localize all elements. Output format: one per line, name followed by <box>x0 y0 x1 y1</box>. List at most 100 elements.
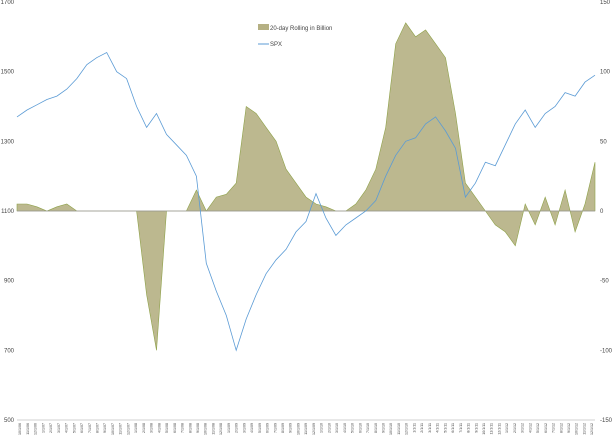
x-tick-label: 2/1/12 <box>513 423 517 433</box>
x-tick-label: 12/1/06 <box>34 423 38 435</box>
x-tick-label: 4/1/07 <box>65 423 69 433</box>
x-tick-label: 10/1/11 <box>482 423 486 435</box>
x-tick-label: 7/1/11 <box>459 423 463 433</box>
x-tick-label: 12/1/07 <box>126 423 130 435</box>
x-tick-label: 1/1/09 <box>227 423 231 433</box>
x-tick-label: 6/1/09 <box>266 423 270 433</box>
x-tick-label: 1/1/10 <box>320 423 324 433</box>
x-tick-label: 8/1/09 <box>281 423 285 433</box>
x-tick-label: 11/1/07 <box>119 423 123 435</box>
x-tick-label: 3/1/11 <box>428 423 432 433</box>
x-tick-label: 11/1/09 <box>304 423 308 435</box>
x-tick-label: 10/1/06 <box>18 423 22 435</box>
x-tick-label: 9/1/10 <box>382 423 386 433</box>
left-tick-label: 1100 <box>1 209 15 215</box>
x-tick-label: 2/1/09 <box>235 423 239 433</box>
right-tick-label: 100 <box>600 70 611 76</box>
x-tick-label: 10/1/10 <box>389 423 393 435</box>
x-tick-label: 11/1/06 <box>26 423 30 435</box>
x-axis: 10/1/06 11/1/06 12/1/06 1/1/07 2/1/07 3/1/07 4… <box>18 423 594 435</box>
left-tick-label: 1500 <box>1 70 15 76</box>
left-tick-label: 700 <box>4 348 15 354</box>
right-tick-label: 0 <box>600 209 604 215</box>
x-tick-label: 3/1/07 <box>57 423 61 433</box>
x-tick-label: 11/1/10 <box>397 423 401 435</box>
x-tick-label: 9/1/11 <box>474 423 478 433</box>
x-tick-label: 8/1/11 <box>467 423 471 433</box>
x-tick-label: 7/1/12 <box>552 423 556 433</box>
x-tick-label: 12/1/12 <box>590 423 594 435</box>
flow-area-layer <box>16 22 596 351</box>
x-tick-label: 2/1/07 <box>49 423 53 433</box>
x-tick-label: 4/1/08 <box>157 423 161 433</box>
left-axis: 500 700 900 1100 1300 1500 1700 <box>1 0 15 424</box>
x-tick-label: 8/1/08 <box>188 423 192 433</box>
x-tick-label: 9/1/08 <box>196 423 200 433</box>
x-tick-label: 3/1/09 <box>242 423 246 433</box>
x-tick-label: 3/1/10 <box>335 423 339 433</box>
x-tick-label: 8/1/12 <box>559 423 563 433</box>
x-tick-label: 2/1/08 <box>142 423 146 433</box>
right-tick-label: 50 <box>600 139 607 145</box>
x-tick-label: 8/1/07 <box>96 423 100 433</box>
right-tick-label: -50 <box>600 279 609 285</box>
x-tick-label: 3/1/08 <box>150 423 154 433</box>
x-tick-label: 12/1/08 <box>219 423 223 435</box>
x-tick-label: 5/1/08 <box>165 423 169 433</box>
x-tick-label: 1/1/12 <box>505 423 509 433</box>
x-tick-label: 10/1/12 <box>575 423 579 435</box>
legend-label-flow: 20-day Rolling in Billion <box>270 26 332 32</box>
x-tick-label: 12/1/09 <box>312 423 316 435</box>
x-tick-label: 11/1/12 <box>583 423 587 435</box>
x-tick-label: 7/1/09 <box>273 423 277 433</box>
x-tick-label: 12/1/10 <box>405 423 409 435</box>
x-tick-label: 3/1/12 <box>521 423 525 433</box>
x-tick-label: 9/1/09 <box>289 423 293 433</box>
right-axis: -150 -100 -50 0 50 100 150 <box>600 0 613 424</box>
legend: 20-day Rolling in Billion SPX <box>258 24 332 48</box>
x-tick-label: 5/1/12 <box>536 423 540 433</box>
left-tick-label: 500 <box>4 418 15 424</box>
x-tick-label: 5/1/10 <box>351 423 355 433</box>
right-tick-label: 150 <box>600 0 611 6</box>
x-tick-label: 5/1/09 <box>258 423 262 433</box>
x-tick-label: 9/1/07 <box>103 423 107 433</box>
left-tick-label: 900 <box>4 279 15 285</box>
x-tick-label: 6/1/08 <box>173 423 177 433</box>
x-tick-label: 2/1/10 <box>327 423 331 433</box>
x-tick-label: 1/1/07 <box>41 423 45 433</box>
right-tick-label: -150 <box>600 418 613 424</box>
right-tick-label: -100 <box>600 348 613 354</box>
x-tick-label: 4/1/11 <box>436 423 440 433</box>
spx-line <box>16 51 596 352</box>
x-tick-label: 12/1/11 <box>497 423 501 435</box>
x-tick-label: 7/1/10 <box>366 423 370 433</box>
legend-swatch-flow <box>258 24 269 30</box>
x-tick-label: 4/1/12 <box>528 423 532 433</box>
x-tick-label: 6/1/12 <box>544 423 548 433</box>
x-tick-label: 5/1/11 <box>443 423 447 433</box>
x-tick-label: 6/1/11 <box>451 423 455 433</box>
x-tick-label: 8/1/10 <box>374 423 378 433</box>
x-tick-label: 11/1/08 <box>211 423 215 435</box>
x-tick-label: 2/1/11 <box>420 423 424 433</box>
x-tick-label: 10/1/07 <box>111 423 115 435</box>
x-tick-label: 4/1/10 <box>343 423 347 433</box>
legend-label-spx: SPX <box>270 42 282 48</box>
x-tick-label: 7/1/07 <box>88 423 92 433</box>
x-tick-label: 10/1/09 <box>297 423 301 435</box>
x-tick-label: 1/1/08 <box>134 423 138 433</box>
x-tick-label: 10/1/08 <box>204 423 208 435</box>
x-tick-label: 6/1/07 <box>80 423 84 433</box>
x-tick-label: 6/1/10 <box>358 423 362 433</box>
x-tick-label: 5/1/07 <box>72 423 76 433</box>
x-tick-label: 7/1/08 <box>181 423 185 433</box>
x-tick-label: 4/1/09 <box>250 423 254 433</box>
x-tick-label: 11/1/11 <box>490 423 494 434</box>
x-tick-label: 9/1/12 <box>567 423 571 433</box>
left-tick-label: 1300 <box>1 139 15 145</box>
flow-area <box>16 22 596 351</box>
x-tick-label: 1/1/11 <box>412 423 416 433</box>
left-tick-label: 1700 <box>1 0 15 6</box>
